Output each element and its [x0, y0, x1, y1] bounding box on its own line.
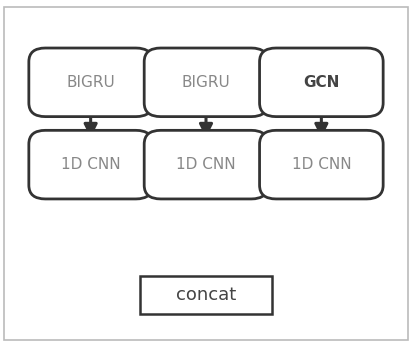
FancyBboxPatch shape: [29, 130, 152, 199]
FancyBboxPatch shape: [260, 48, 383, 117]
Text: 1D CNN: 1D CNN: [176, 157, 236, 172]
Text: 1D CNN: 1D CNN: [292, 157, 351, 172]
FancyBboxPatch shape: [260, 130, 383, 199]
Text: 1D CNN: 1D CNN: [61, 157, 120, 172]
Text: BIGRU: BIGRU: [66, 75, 115, 90]
Text: BIGRU: BIGRU: [182, 75, 230, 90]
Text: concat: concat: [176, 286, 236, 304]
Bar: [140, 276, 272, 314]
FancyBboxPatch shape: [144, 48, 268, 117]
FancyBboxPatch shape: [144, 130, 268, 199]
Text: GCN: GCN: [303, 75, 339, 90]
FancyBboxPatch shape: [29, 48, 152, 117]
